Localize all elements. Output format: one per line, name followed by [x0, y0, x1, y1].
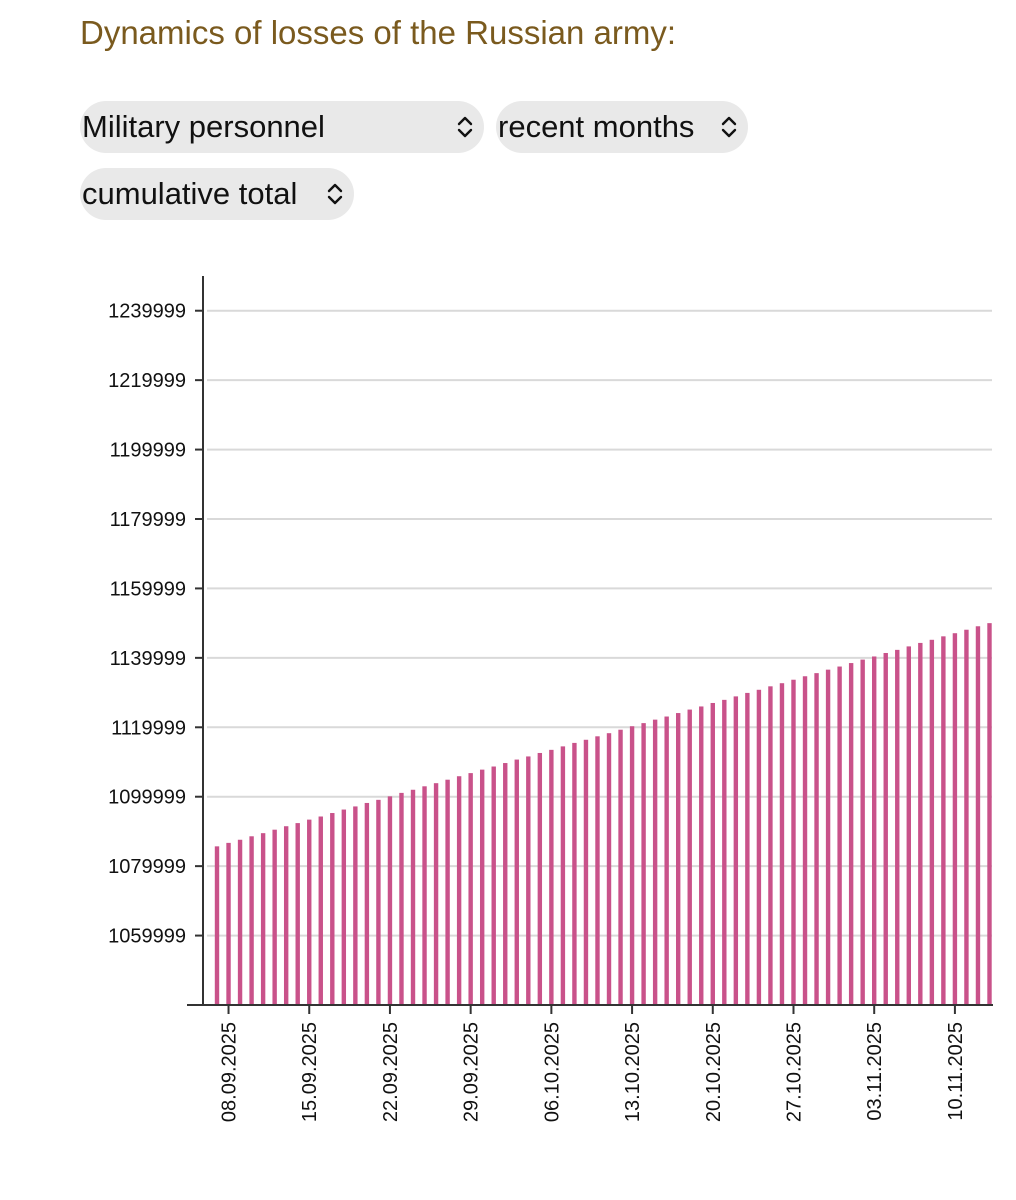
y-tick-label: 1119999 — [111, 717, 186, 739]
bar — [791, 679, 796, 1005]
metric-select-value: Military personnel — [82, 109, 325, 144]
y-tick-label: 1219999 — [108, 370, 186, 392]
bar — [537, 752, 543, 1005]
bar — [468, 773, 473, 1005]
bar — [237, 839, 243, 1005]
chevron-up-down-icon — [721, 116, 737, 138]
bar — [330, 813, 335, 1005]
bar — [860, 659, 865, 1005]
bar — [364, 802, 370, 1005]
bar — [699, 706, 704, 1005]
bar — [526, 756, 531, 1005]
period-select[interactable]: recent months — [496, 101, 748, 153]
bar — [941, 636, 946, 1005]
bar — [872, 656, 877, 1005]
bar — [675, 713, 681, 1005]
bar — [687, 709, 692, 1005]
bar — [906, 646, 911, 1005]
bar — [433, 783, 439, 1005]
bar — [445, 779, 450, 1005]
bar — [652, 719, 658, 1005]
bar — [987, 623, 992, 1005]
bar — [848, 663, 854, 1005]
bar — [883, 652, 888, 1005]
bar — [964, 629, 969, 1005]
bar — [399, 792, 404, 1005]
bar — [814, 673, 819, 1005]
y-tick-label: 1199999 — [110, 440, 186, 462]
bar — [641, 723, 646, 1005]
bar — [549, 749, 554, 1005]
y-tick-label: 1079999 — [108, 856, 186, 878]
bar — [214, 846, 220, 1005]
bar — [283, 826, 289, 1005]
bar — [353, 806, 358, 1005]
bar — [410, 789, 416, 1005]
bar — [307, 819, 312, 1005]
x-tick-label: 15.09.2025 — [299, 1022, 321, 1122]
bar — [779, 683, 785, 1005]
x-tick-label: 22.09.2025 — [380, 1022, 402, 1122]
bar — [929, 639, 935, 1005]
bar — [825, 669, 831, 1005]
x-tick-label: 20.10.2025 — [703, 1022, 725, 1122]
bar — [802, 676, 808, 1005]
bar — [295, 823, 300, 1005]
bar — [745, 692, 750, 1005]
page-title: Dynamics of losses of the Russian army: — [80, 14, 677, 51]
bar — [595, 736, 600, 1005]
bar — [618, 729, 623, 1005]
bar — [918, 642, 923, 1005]
bar — [341, 809, 347, 1005]
bar — [756, 689, 762, 1005]
x-tick-label: 06.10.2025 — [541, 1022, 563, 1122]
bar — [975, 626, 981, 1005]
bar — [376, 799, 381, 1005]
x-tick-label: 10.11.2025 — [945, 1022, 967, 1121]
bar — [583, 739, 589, 1005]
bar — [572, 742, 577, 1005]
chevron-up-down-icon — [457, 116, 473, 138]
bar — [606, 733, 612, 1005]
metric-select[interactable]: Military personnel — [80, 101, 484, 153]
bar — [664, 716, 669, 1005]
mode-select-value: cumulative total — [82, 176, 298, 211]
bar — [260, 833, 266, 1005]
bar — [503, 763, 508, 1005]
y-tick-label: 1059999 — [108, 926, 186, 948]
bar — [710, 702, 715, 1005]
bar — [456, 776, 462, 1005]
bar — [318, 816, 323, 1005]
bar — [768, 686, 773, 1005]
bar — [722, 699, 727, 1005]
y-tick-label: 1139999 — [110, 648, 186, 670]
y-tick-label: 1099999 — [108, 787, 186, 809]
mode-select[interactable]: cumulative total — [80, 168, 354, 220]
bar — [491, 766, 496, 1005]
x-tick-label: 08.09.2025 — [219, 1022, 241, 1122]
bar — [895, 649, 900, 1005]
x-tick-label: 27.10.2025 — [783, 1022, 805, 1122]
bar — [387, 796, 393, 1005]
bar — [514, 759, 519, 1005]
bar — [560, 746, 566, 1005]
period-select-value: recent months — [498, 109, 695, 144]
bar — [272, 829, 277, 1005]
y-tick-label: 1159999 — [110, 578, 186, 600]
y-tick-label: 1179999 — [110, 509, 186, 531]
x-tick-label: 03.11.2025 — [864, 1022, 886, 1121]
x-tick-label: 13.10.2025 — [622, 1022, 644, 1122]
y-tick-label: 1239999 — [108, 301, 186, 323]
bar — [479, 769, 485, 1005]
bar — [249, 836, 254, 1005]
bar — [952, 633, 958, 1005]
x-tick-label: 29.09.2025 — [461, 1022, 483, 1122]
bar — [733, 696, 739, 1005]
bar — [422, 786, 427, 1005]
bar — [226, 842, 231, 1005]
bar — [629, 726, 635, 1005]
bar — [837, 666, 842, 1005]
chevron-up-down-icon — [327, 183, 343, 205]
